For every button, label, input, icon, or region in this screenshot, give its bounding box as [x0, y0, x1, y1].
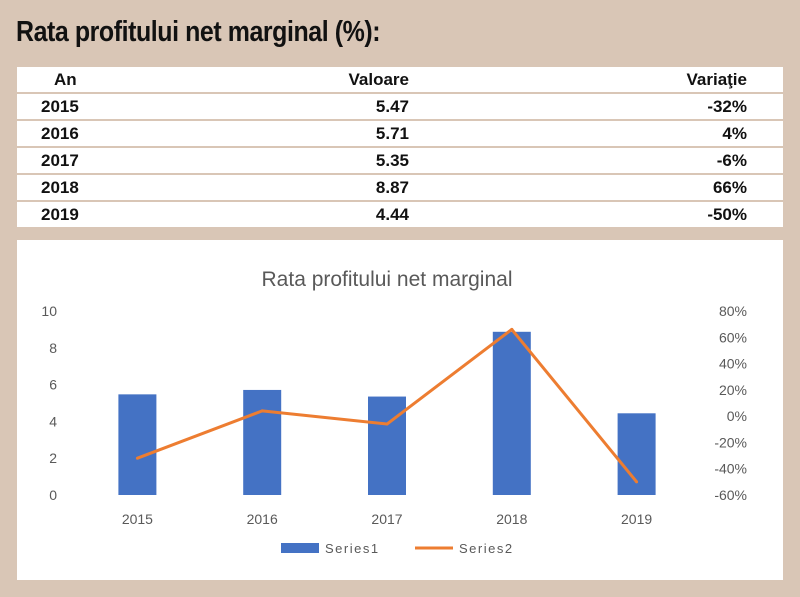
line-point	[260, 409, 264, 413]
table-row: 2019 4.44 -50%	[17, 202, 783, 227]
table-row: 2017 5.35 -6%	[17, 148, 783, 173]
cell-variation: 66%	[712, 177, 747, 197]
y-right-tick-label: 80%	[719, 303, 747, 319]
combo-chart: Rata profitului net marginal 0 2 4 6 8 10 -60% -…	[41, 268, 747, 556]
table-row: 2016 5.71 4%	[17, 121, 783, 146]
cell-variation: -32%	[707, 96, 747, 116]
cell-year: 2019	[41, 204, 79, 224]
x-tick-label: 2017	[371, 511, 402, 527]
cell-value: 5.71	[375, 123, 409, 143]
bar	[492, 331, 531, 495]
cell-variation: -6%	[716, 150, 747, 170]
legend-label-series1: Series1	[325, 541, 380, 556]
table-row: 2018 8.87 66%	[17, 175, 783, 200]
y-left-tick-label: 8	[49, 340, 57, 356]
cell-value: 5.35	[375, 150, 409, 170]
cell-year: 2018	[41, 177, 79, 197]
line-point	[385, 422, 389, 426]
x-tick-label: 2019	[621, 511, 652, 527]
chart-container: Rata profitului net marginal 0 2 4 6 8 10 -60% -…	[17, 240, 783, 580]
y-left-tick-label: 10	[41, 303, 57, 319]
y-left-tick-label: 0	[49, 487, 57, 503]
cell-value: 5.47	[375, 96, 409, 116]
y-right-tick-label: -20%	[714, 434, 747, 450]
y-right-tick-label: 60%	[719, 329, 747, 345]
cell-variation: 4%	[722, 123, 747, 143]
bar	[118, 394, 157, 495]
table-row: 2015 5.47 -32%	[17, 94, 783, 119]
legend-label-series2: Series2	[459, 541, 514, 556]
y-left-tick-label: 4	[49, 413, 57, 429]
y-right-tick-label: -40%	[714, 461, 747, 477]
y-left-tick-label: 6	[49, 377, 57, 393]
y-left-tick-label: 2	[49, 450, 57, 466]
legend-swatch-series1	[281, 543, 319, 553]
header-year: An	[54, 69, 77, 89]
bar	[368, 396, 406, 495]
line-point	[135, 456, 139, 460]
cell-value: 4.44	[375, 204, 409, 224]
x-tick-label: 2018	[496, 511, 527, 527]
y-right-tick-label: 20%	[719, 382, 747, 398]
header-variation: Variaţie	[686, 69, 748, 89]
y-right-tick-label: 0%	[727, 408, 747, 424]
cell-year: 2015	[41, 96, 79, 116]
line-point	[510, 327, 514, 331]
x-tick-label: 2015	[122, 511, 153, 527]
bar	[243, 389, 282, 495]
cell-year: 2016	[41, 123, 79, 143]
cell-variation: -50%	[707, 204, 747, 224]
cell-value: 8.87	[375, 177, 409, 197]
y-right-tick-label: 40%	[719, 356, 747, 372]
header-value: Valoare	[348, 69, 410, 89]
y-right-tick-label: -60%	[714, 487, 747, 503]
chart-title: Rata profitului net marginal	[262, 268, 513, 291]
cell-year: 2017	[41, 150, 79, 170]
table-header-row: An Valoare Variaţie	[17, 67, 783, 92]
x-tick-label: 2016	[247, 511, 278, 527]
line-point	[635, 480, 639, 484]
data-table: An Valoare Variaţie 2015 5.47 -32% 2016 …	[17, 67, 783, 229]
page-title: Rata profitului net marginal (%):	[16, 16, 381, 48]
